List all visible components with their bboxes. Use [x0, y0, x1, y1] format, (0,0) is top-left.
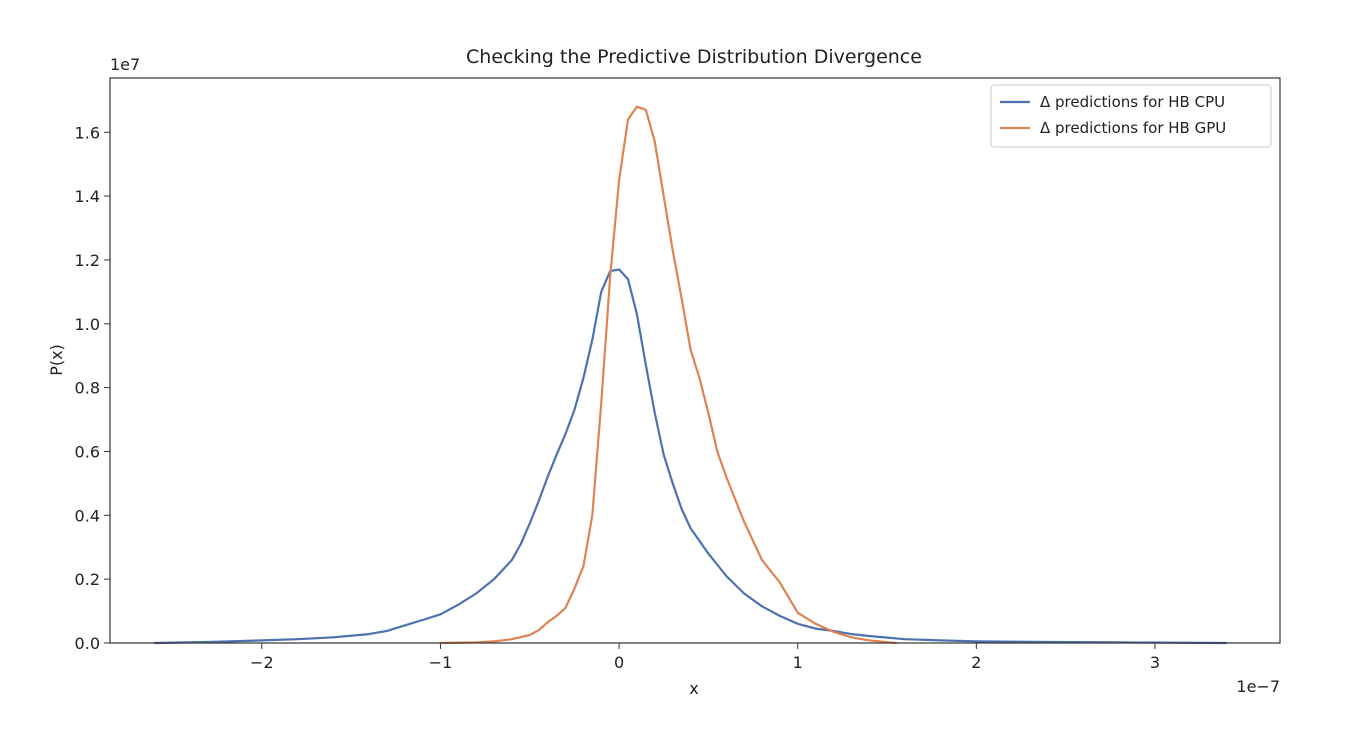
legend-label: Δ predictions for HB CPU — [1040, 93, 1225, 111]
y-tick-label: 1.6 — [75, 123, 100, 142]
y-tick-label: 1.4 — [75, 187, 100, 206]
chart-title: Checking the Predictive Distribution Div… — [466, 46, 922, 68]
y-tick-label: 0.0 — [75, 634, 100, 653]
y-offset-label: 1e7 — [110, 55, 140, 74]
y-tick-label: 1.0 — [75, 315, 100, 334]
y-tick-label: 0.6 — [75, 442, 100, 461]
x-tick-label: 3 — [1150, 653, 1160, 672]
y-tick-label: 1.2 — [75, 251, 100, 270]
y-axis-label: P(x) — [47, 344, 66, 376]
x-tick-label: −2 — [250, 653, 274, 672]
legend-box — [990, 84, 1272, 148]
x-tick-label: 1 — [793, 653, 803, 672]
series-line-1 — [439, 105, 898, 645]
y-tick-label: 0.4 — [75, 506, 100, 525]
y-tick-label: 0.8 — [75, 379, 100, 398]
y-tick-label: 0.2 — [75, 570, 100, 589]
plot-frame — [109, 77, 1281, 644]
legend: Δ predictions for HB CPU Δ predictions fo… — [990, 84, 1272, 148]
x-offset-label: 1e−7 — [1236, 677, 1280, 696]
axis-ticks: −2 −1 0 1 2 3 0.0 0.2 0.4 0.6 0.8 1.0 1.2 1.4 1.6 — [75, 123, 1161, 672]
x-tick-label: 2 — [971, 653, 981, 672]
x-tick-label: −1 — [429, 653, 453, 672]
series-lines — [153, 105, 1228, 645]
x-tick-label: 0 — [614, 653, 624, 672]
x-axis-label: x — [689, 679, 698, 698]
series-line-0 — [153, 268, 1228, 645]
legend-label: Δ predictions for HB GPU — [1040, 119, 1226, 137]
